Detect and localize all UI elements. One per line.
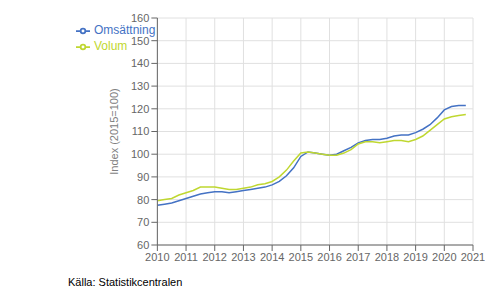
svg-text:2013: 2013	[231, 251, 255, 263]
svg-text:2019: 2019	[403, 251, 427, 263]
svg-text:120: 120	[131, 103, 149, 115]
svg-text:2011: 2011	[174, 251, 198, 263]
svg-text:2010: 2010	[145, 251, 169, 263]
svg-text:2017: 2017	[346, 251, 370, 263]
svg-text:Index (2015=100): Index (2015=100)	[108, 88, 120, 175]
svg-text:160: 160	[131, 12, 149, 24]
svg-text:60: 60	[137, 239, 149, 251]
svg-text:2014: 2014	[260, 251, 284, 263]
svg-text:90: 90	[137, 171, 149, 183]
svg-text:140: 140	[131, 57, 149, 69]
html-text:Omsättning: Omsättning	[94, 23, 156, 37]
svg-text:150: 150	[131, 35, 149, 47]
svg-text:130: 130	[131, 80, 149, 92]
html-text:Källa: Statistikcentralen: Källa: Statistikcentralen	[68, 276, 183, 288]
svg-text:2012: 2012	[203, 251, 227, 263]
svg-text:110: 110	[132, 125, 150, 137]
svg-text:2015: 2015	[289, 251, 313, 263]
html-text:Volum: Volum	[94, 39, 128, 53]
svg-text:2016: 2016	[317, 251, 341, 263]
svg-text:100: 100	[131, 148, 149, 160]
svg-text:70: 70	[137, 216, 149, 228]
svg-text:2021: 2021	[461, 251, 485, 263]
svg-text:2018: 2018	[375, 251, 399, 263]
svg-text:2020: 2020	[432, 251, 456, 263]
svg-text:80: 80	[137, 194, 149, 206]
